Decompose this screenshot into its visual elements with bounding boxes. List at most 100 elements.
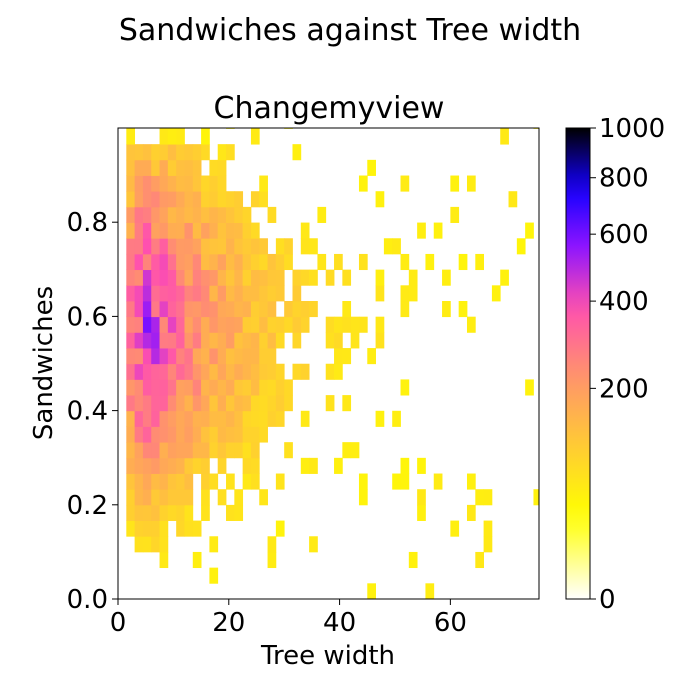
heatmap-cell	[267, 332, 277, 349]
heatmap-cell	[400, 285, 410, 302]
heatmap-cell	[167, 379, 177, 396]
heatmap-cell	[184, 175, 194, 192]
heatmap-cell	[242, 410, 252, 427]
heatmap-cell	[267, 206, 277, 223]
heatmap-cell	[201, 457, 210, 474]
heatmap-cell	[167, 332, 177, 349]
heatmap-cell	[151, 206, 160, 223]
heatmap-cell	[142, 206, 152, 223]
heatmap-cell	[167, 410, 177, 427]
heatmap-cell	[201, 363, 210, 380]
heatmap-cell	[325, 332, 335, 349]
heatmap-cell	[226, 144, 235, 161]
heatmap-cell	[242, 285, 252, 302]
heatmap-cell	[134, 206, 144, 223]
heatmap-cell	[259, 269, 268, 286]
heatmap-cell	[242, 222, 252, 239]
heatmap-cell	[126, 473, 136, 490]
heatmap-cell	[226, 206, 235, 223]
heatmap-cell	[226, 395, 235, 412]
heatmap-cell	[134, 269, 144, 286]
heatmap-cell	[176, 159, 185, 176]
heatmap-cell	[259, 285, 268, 302]
heatmap-cell	[267, 410, 277, 427]
heatmap-cell	[267, 285, 277, 302]
heatmap-cell	[192, 332, 202, 349]
heatmap-cell	[142, 222, 152, 239]
heatmap-cell	[234, 410, 244, 427]
heatmap-cell	[184, 144, 194, 161]
heatmap-cell	[159, 144, 169, 161]
heatmap-cell	[292, 332, 302, 349]
heatmap-cell	[184, 348, 194, 365]
heatmap-cell	[167, 253, 177, 271]
heatmap-cell	[201, 285, 210, 302]
heatmap-cell	[201, 379, 210, 396]
heatmap-cell	[209, 269, 219, 286]
heatmap-cell	[142, 536, 152, 553]
heatmap-cell	[217, 442, 227, 459]
heatmap-cell	[134, 222, 144, 239]
heatmap-cell	[184, 410, 194, 427]
heatmap-cell	[325, 363, 335, 380]
heatmap-cell	[317, 206, 327, 223]
heatmap-cell	[167, 473, 177, 490]
heatmap-cell	[242, 332, 252, 349]
heatmap-cell	[209, 285, 219, 302]
heatmap-cell	[458, 300, 468, 318]
heatmap-cell	[417, 489, 426, 506]
heatmap-cell	[267, 253, 277, 271]
heatmap-cell	[358, 489, 368, 506]
heatmap-cell	[292, 300, 302, 318]
heatmap-cell	[483, 489, 493, 506]
heatmap-cell	[176, 285, 185, 302]
heatmap-cell	[433, 222, 443, 239]
heatmap-cell	[201, 253, 210, 271]
heatmap-cell	[192, 253, 202, 271]
colorbar-tick-label: 1000	[599, 114, 665, 144]
heatmap-cell	[126, 300, 136, 318]
heatmap-cell	[176, 238, 185, 255]
heatmap-cell	[176, 520, 185, 537]
heatmap-cell	[126, 144, 136, 161]
heatmap-cell	[259, 489, 268, 506]
heatmap-cell	[184, 489, 194, 506]
heatmap-cell	[184, 238, 194, 255]
heatmap-cell	[176, 457, 185, 474]
heatmap-cell	[176, 222, 185, 239]
heatmap-cell	[151, 520, 160, 537]
heatmap-cell	[201, 332, 210, 349]
heatmap-cell	[209, 222, 219, 239]
heatmap-cell	[201, 489, 210, 506]
heatmap-cell	[342, 442, 352, 459]
y-axis-label: Sandwiches	[29, 286, 59, 440]
heatmap-cell	[151, 410, 160, 427]
heatmap-cell	[126, 520, 136, 537]
heatmap-cell	[234, 253, 244, 271]
heatmap-cell	[242, 269, 252, 286]
heatmap-cell	[417, 457, 426, 474]
heatmap-cell	[358, 316, 368, 333]
heatmap-cell	[167, 128, 177, 145]
heatmap-cell	[134, 457, 144, 474]
heatmap-cell	[234, 222, 244, 239]
heatmap-cell	[184, 332, 194, 349]
heatmap-cell	[201, 191, 210, 208]
heatmap-cell	[209, 348, 219, 365]
heatmap-cell	[209, 410, 219, 427]
heatmap-cell	[292, 316, 302, 333]
heatmap-cell	[483, 536, 493, 553]
heatmap-cell	[491, 285, 501, 302]
heatmap-cell	[192, 175, 202, 192]
heatmap-cell	[151, 473, 160, 490]
colorbar-tick-label: 800	[599, 164, 649, 194]
heatmap-cell	[334, 363, 343, 380]
heatmap-cell	[217, 206, 227, 223]
heatmap-cell	[142, 348, 152, 365]
heatmap-cell	[134, 316, 144, 333]
heatmap-cell	[134, 300, 144, 318]
heatmap-cell	[250, 316, 260, 333]
heatmap-cell	[475, 489, 485, 506]
heatmap-cell	[184, 379, 194, 396]
heatmap-cell	[126, 332, 136, 349]
